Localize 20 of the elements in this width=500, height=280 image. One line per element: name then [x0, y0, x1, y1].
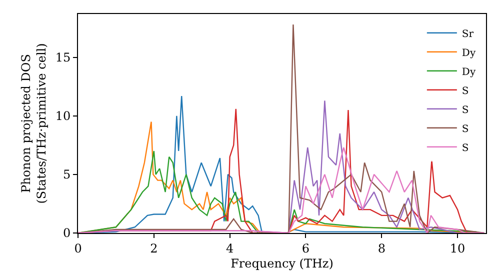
x-tick-label: 4 [226, 241, 234, 256]
x-tick-label: 0 [74, 241, 82, 256]
y-tick-label: 15 [55, 50, 71, 65]
y-axis-title: Phonon projected DOS (States/THz·primitive cell) [19, 43, 49, 204]
x-tick-label: 2 [150, 241, 158, 256]
x-axis-title: Frequency (THz) [230, 256, 334, 270]
legend-label: S [462, 104, 469, 116]
x-tick-label: 8 [378, 241, 386, 256]
legend-label: S [462, 142, 469, 154]
legend-label: S [462, 124, 469, 135]
x-tick-label: 10 [450, 241, 466, 256]
x-tick-label: 6 [302, 241, 310, 256]
y-tick-label: 10 [55, 109, 71, 124]
legend-label: Dy [462, 48, 476, 59]
legend-label: Sr [462, 28, 474, 40]
legend-label: S [462, 86, 469, 97]
line-series [78, 24, 485, 233]
y-tick-label: 5 [62, 168, 71, 182]
legend-label: Dy [462, 66, 476, 78]
y-tick-label: 0 [62, 226, 71, 240]
